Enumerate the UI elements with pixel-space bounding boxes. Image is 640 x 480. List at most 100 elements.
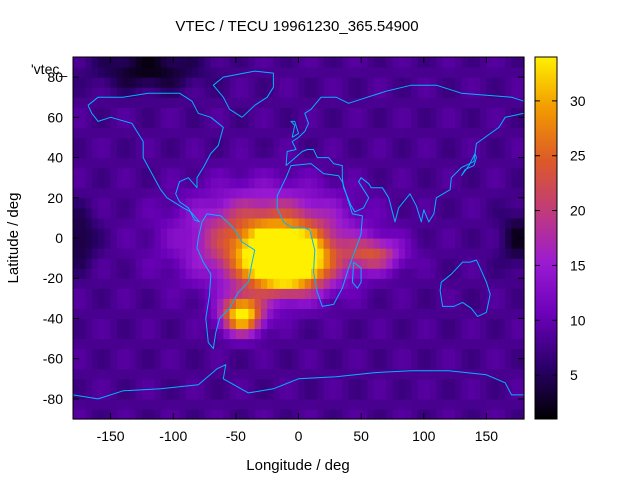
heatmap-cell (336, 157, 343, 169)
heatmap-cell (423, 227, 431, 239)
heatmap-cell (91, 258, 99, 269)
heatmap-cell (517, 268, 525, 279)
heatmap-cell (267, 217, 275, 229)
heatmap-cell (110, 167, 118, 179)
heatmap-cell (185, 288, 193, 299)
heatmap-cell (110, 77, 118, 88)
heatmap-cell (361, 268, 368, 279)
heatmap-cell (317, 77, 325, 88)
heatmap-cell (204, 97, 212, 108)
heatmap-cell (85, 127, 93, 139)
heatmap-cell (273, 248, 281, 259)
heatmap-cell (98, 298, 105, 309)
heatmap-cell (73, 197, 80, 209)
heatmap-cell (166, 87, 174, 98)
heatmap-cell (430, 378, 437, 390)
heatmap-cell (436, 328, 444, 340)
heatmap-cell (129, 187, 137, 199)
heatmap-cell (336, 318, 343, 330)
heatmap-cell (91, 348, 99, 360)
heatmap-cell (229, 157, 237, 169)
heatmap-cell (348, 258, 356, 269)
heatmap-cell (192, 238, 199, 249)
heatmap-cell (160, 248, 168, 259)
heatmap-cell (486, 348, 494, 360)
heatmap-cell (135, 368, 143, 380)
heatmap-cell (229, 308, 237, 320)
heatmap-cell (254, 187, 262, 199)
heatmap-cell (192, 67, 199, 78)
heatmap-cell (135, 318, 143, 330)
heatmap-cell (229, 87, 237, 98)
heatmap-cell (91, 177, 99, 189)
heatmap-cell (486, 97, 494, 108)
heatmap-cell (166, 368, 174, 380)
heatmap-cell (204, 87, 212, 98)
heatmap-cell (373, 398, 381, 410)
heatmap-cell (517, 398, 525, 410)
heatmap-cell (285, 197, 293, 209)
heatmap-cell (235, 288, 243, 299)
heatmap-cell (154, 167, 162, 179)
heatmap-cell (166, 338, 174, 350)
heatmap-cell (379, 207, 387, 219)
heatmap-cell (173, 157, 181, 169)
heatmap-cell (223, 207, 231, 219)
heatmap-cell (379, 388, 387, 400)
heatmap-cell (160, 217, 168, 229)
heatmap-cell (417, 388, 425, 400)
heatmap-cell (455, 368, 462, 380)
heatmap-cell (323, 278, 331, 289)
heatmap-cell (354, 378, 362, 390)
heatmap-cell (116, 378, 124, 390)
heatmap-cell (511, 67, 519, 78)
heatmap-cell (398, 408, 406, 420)
heatmap-cell (511, 97, 519, 108)
heatmap-cell (492, 107, 500, 118)
heatmap-cell (342, 127, 350, 139)
heatmap-cell (260, 268, 268, 279)
heatmap-cell (517, 97, 525, 108)
heatmap-cell (517, 87, 525, 98)
heatmap-cell (367, 398, 375, 410)
heatmap-cell (210, 258, 218, 269)
heatmap-cell (154, 398, 162, 410)
colorbar (534, 56, 558, 420)
heatmap-cell (192, 147, 199, 159)
heatmap-cell (498, 318, 506, 330)
heatmap-cell (492, 238, 500, 249)
heatmap-cell (223, 77, 231, 88)
heatmap-cell (354, 308, 362, 320)
heatmap-cell (304, 338, 312, 350)
heatmap-cell (273, 177, 281, 189)
heatmap-cell (185, 177, 193, 189)
heatmap-cell (323, 207, 331, 219)
heatmap-cell (123, 157, 130, 169)
heatmap-cell (204, 207, 212, 219)
heatmap-cell (517, 157, 525, 169)
heatmap-cell (511, 167, 519, 179)
heatmap-cell (417, 197, 425, 209)
heatmap-cell (217, 137, 224, 149)
heatmap-cell (292, 147, 300, 159)
heatmap-cell (486, 248, 494, 259)
heatmap-cell (480, 77, 488, 88)
heatmap-cell (505, 137, 513, 149)
heatmap-cell (160, 348, 168, 360)
heatmap-cell (386, 378, 394, 390)
heatmap-cell (423, 258, 431, 269)
heatmap-cell (386, 288, 394, 299)
heatmap-cell (110, 298, 118, 309)
heatmap-cell (73, 408, 80, 420)
y-tick-label: -40 (43, 310, 63, 326)
heatmap-cell (154, 278, 162, 289)
heatmap-cell (160, 147, 168, 159)
heatmap-cell (229, 338, 237, 350)
heatmap-cell (179, 117, 187, 128)
heatmap-cell (260, 318, 268, 330)
heatmap-cell (204, 117, 212, 128)
heatmap-cell (442, 358, 450, 370)
heatmap-cell (123, 67, 130, 78)
heatmap-cell (273, 318, 281, 330)
heatmap-cell (480, 117, 488, 128)
